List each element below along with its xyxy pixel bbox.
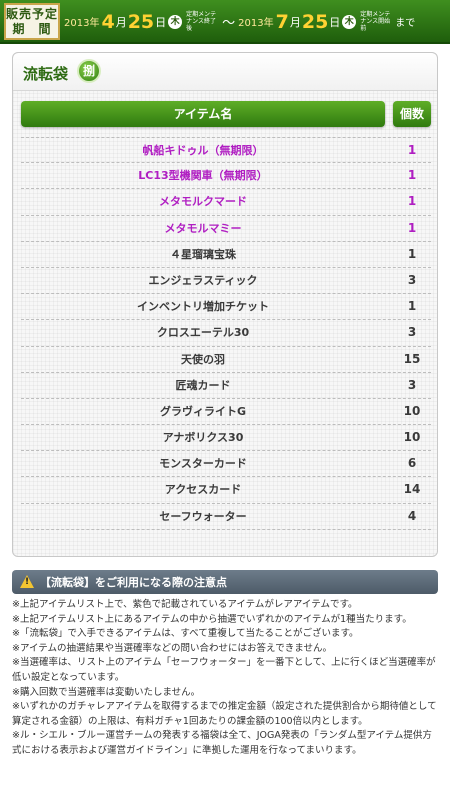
notes-list: ※上記アイテムリスト上で、紫色で記載されているアイテムがレアアイテムです。 ※上記… bbox=[12, 598, 440, 759]
start-month-unit: 月 bbox=[115, 15, 127, 29]
end-day: 25 bbox=[301, 10, 329, 33]
note-line: ※アイテムの抽選結果や当選確率などの問い合わせにはお答えできません。 bbox=[12, 642, 332, 654]
item-count: 10 bbox=[403, 430, 421, 445]
item-name: インベントリ増加チケット bbox=[137, 300, 269, 314]
end-month-unit: 月 bbox=[289, 15, 301, 29]
notes-title: 【流転袋】をご利用になる際の注意点 bbox=[40, 576, 227, 589]
item-count: 3 bbox=[407, 325, 417, 340]
start-month: 4 bbox=[101, 10, 115, 33]
item-count: 3 bbox=[407, 272, 417, 287]
start-day-unit: 日 bbox=[155, 15, 167, 29]
item-name: モンスターカード bbox=[159, 457, 247, 471]
item-list-panel: 流転袋 捌 アイテム名 個数 帆船キドゥル（無期限） 1 LC13型機関車（無期限）… bbox=[12, 52, 438, 557]
start-year: 2013年 bbox=[64, 18, 100, 29]
item-count: 4 bbox=[407, 508, 417, 523]
table-row: メタモルマミー 1 bbox=[21, 216, 431, 242]
table-row: LC13型機関車（無期限） 1 bbox=[21, 163, 431, 190]
table-row: ４星瑠璃宝珠 1 bbox=[21, 242, 431, 268]
sale-period-banner: 販売予定期 間 2013年 4 月 25 日 木 定期メンテナンス終了後 ～ 2… bbox=[0, 0, 450, 44]
item-name: ４星瑠璃宝珠 bbox=[170, 247, 236, 261]
item-name: エンジェラスティック bbox=[148, 273, 258, 287]
item-name: 天使の羽 bbox=[181, 352, 225, 366]
column-header-item-name: アイテム名 bbox=[21, 101, 385, 127]
note-line: ※上記アイテムリスト上で、紫色で記載されているアイテムがレアアイテムです。 bbox=[12, 599, 358, 610]
start-maintenance-note: 定期メンテナンス終了後 bbox=[186, 11, 217, 32]
table-row: 匠魂カード 3 bbox=[21, 373, 431, 399]
warning-icon-mark: ! bbox=[25, 577, 30, 587]
note-line: ※購入回数で当選確率は変動いたしません。 bbox=[12, 686, 201, 698]
item-count: 1 bbox=[407, 299, 417, 314]
table-row: 帆船キドゥル（無期限） 1 bbox=[21, 137, 431, 164]
item-count: 15 bbox=[403, 351, 421, 366]
column-header-count: 個数 bbox=[393, 101, 431, 127]
end-day-unit: 日 bbox=[329, 15, 341, 29]
table-row: クロスエーテル30 3 bbox=[21, 320, 431, 347]
end-year: 2013年 bbox=[238, 18, 274, 29]
item-name: 帆船キドゥル（無期限） bbox=[142, 144, 264, 157]
period-until: まで bbox=[395, 18, 416, 29]
table-row: エンジェラスティック 3 bbox=[21, 268, 431, 295]
item-count: 1 bbox=[407, 143, 417, 157]
note-line: ※上記アイテムリスト上にあるアイテムの中から抽選でいずれかのアイテムが1種当たり… bbox=[12, 613, 412, 625]
table-row: インベントリ増加チケット 1 bbox=[21, 294, 431, 321]
table-row: セーフウォーター 4 bbox=[21, 504, 431, 530]
item-name: メタモルマミー bbox=[164, 221, 242, 235]
item-name: クロスエーテル30 bbox=[156, 326, 250, 340]
table-row: アナボリクス30 10 bbox=[21, 425, 431, 452]
item-name: アクセスカード bbox=[164, 483, 242, 497]
item-count: 1 bbox=[407, 220, 417, 235]
notes-header: ! 【流転袋】をご利用になる際の注意点 bbox=[12, 570, 438, 594]
end-weekday: 木 bbox=[342, 14, 357, 29]
item-count: 10 bbox=[403, 403, 421, 418]
item-name: メタモルクマード bbox=[159, 195, 247, 209]
start-weekday: 木 bbox=[168, 14, 183, 29]
sale-period-label: 販売予定期 間 bbox=[4, 3, 60, 40]
table-row: 天使の羽 15 bbox=[21, 347, 431, 373]
item-table: 帆船キドゥル（無期限） 1 LC13型機関車（無期限） 1 メタモルクマード 1 メタモルマ… bbox=[21, 137, 431, 530]
panel-title: 流転袋 bbox=[23, 65, 69, 83]
note-line: ※「流転袋」で入手できるアイテムは、すべて重複して当たることがございます。 bbox=[12, 628, 359, 640]
item-name: グラヴィライトG bbox=[159, 404, 247, 418]
item-count: 1 bbox=[407, 246, 417, 261]
note-line: ※いずれかのガチャレアアイテムを取得するまでの推定金額（設定された提供割合から期… bbox=[12, 701, 437, 727]
panel-header: 流転袋 捌 bbox=[13, 53, 437, 91]
warning-icon bbox=[20, 575, 34, 588]
table-row: アクセスカード 14 bbox=[21, 477, 431, 504]
table-row: グラヴィライトG 10 bbox=[21, 399, 431, 426]
note-line: ※当選確率は、リスト上のアイテム「セーフウォーター」を一番下として、上に行くほど… bbox=[12, 657, 436, 683]
start-day: 25 bbox=[127, 10, 155, 33]
item-name: セーフウォーター bbox=[159, 509, 247, 523]
sale-period-dates: 2013年 4 月 25 日 木 定期メンテナンス終了後 ～ 2013年 7 月… bbox=[64, 5, 446, 38]
item-count: 14 bbox=[403, 482, 421, 497]
item-count: 3 bbox=[407, 377, 417, 392]
end-maintenance-note: 定期メンテナンス開始前 bbox=[360, 11, 391, 32]
table-row: メタモルクマード 1 bbox=[21, 189, 431, 216]
note-line: ※ル・シエル・ブルー運営チームの発表する福袋は全て、JOGA発表の「ランダム型ア… bbox=[12, 730, 432, 756]
bag-number-badge-icon: 捌 bbox=[77, 59, 101, 83]
item-count: 1 bbox=[407, 168, 417, 183]
item-count: 1 bbox=[407, 194, 417, 209]
period-tilde: ～ bbox=[222, 16, 236, 31]
item-name: LC13型機関車（無期限） bbox=[138, 169, 268, 183]
table-row: モンスターカード 6 bbox=[21, 451, 431, 478]
item-name: アナボリクス30 bbox=[162, 431, 244, 445]
end-month: 7 bbox=[275, 10, 289, 33]
item-count: 6 bbox=[407, 456, 417, 471]
item-name: 匠魂カード bbox=[175, 378, 231, 392]
